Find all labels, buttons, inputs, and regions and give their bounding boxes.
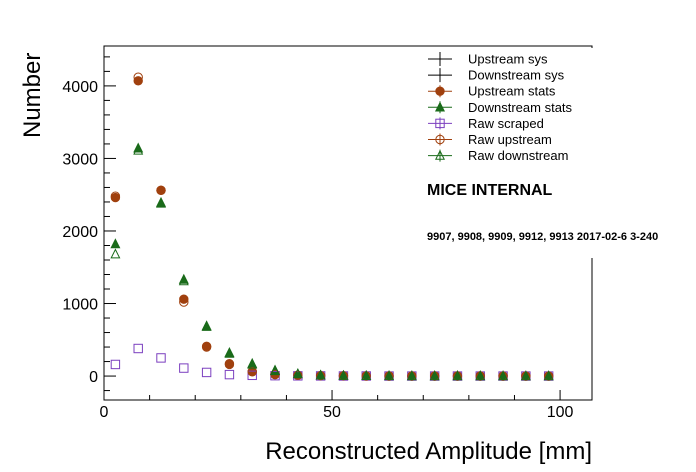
- data-point: [338, 369, 349, 380]
- data-point: [247, 358, 258, 369]
- x-axis-title: Reconstructed Amplitude [mm]: [265, 438, 592, 465]
- data-point: [361, 370, 372, 381]
- data-point: [179, 294, 189, 304]
- data-point: [452, 370, 463, 381]
- data-point: [133, 72, 143, 82]
- data-point: [270, 365, 281, 376]
- x-tick-label: 100: [547, 404, 574, 421]
- x-tick-label: 50: [323, 404, 341, 421]
- data-point: [178, 275, 189, 286]
- data-point: [156, 196, 167, 207]
- data-point: [475, 370, 486, 381]
- y-axis-title: Number: [19, 53, 46, 138]
- data-point: [201, 342, 212, 352]
- legend-label: Raw downstream: [468, 148, 568, 163]
- annotation-title: MICE INTERNAL: [427, 182, 553, 199]
- data-point: [156, 353, 166, 363]
- data-point: [543, 370, 554, 381]
- data-point: [179, 297, 189, 307]
- legend-entry: Upstream stats: [428, 84, 556, 99]
- legend-label: Downstream stats: [468, 100, 573, 115]
- data-point: [110, 191, 121, 201]
- legend-label: Upstream sys: [468, 52, 548, 67]
- data-point: [429, 370, 440, 381]
- data-point: [224, 359, 235, 370]
- data-point: [406, 370, 417, 381]
- legend-entry: Downstream stats: [428, 100, 573, 115]
- legend-box: [418, 48, 618, 258]
- data-point: [133, 76, 143, 86]
- legend-marker: [434, 149, 446, 160]
- data-point: [247, 370, 257, 381]
- legend-label: Downstream sys: [468, 68, 565, 83]
- data-point: [201, 367, 212, 378]
- data-point: [292, 368, 303, 379]
- y-tick-label: 3000: [62, 151, 98, 168]
- data-point: [498, 370, 509, 381]
- data-point: [224, 369, 235, 380]
- data-point: [384, 370, 395, 381]
- data-point: [133, 343, 143, 354]
- y-tick-label: 1000: [62, 297, 98, 314]
- annotation-subtitle: 9907, 9908, 9909, 9912, 9913 2017-02-6 3…: [427, 231, 658, 243]
- y-tick-label: 4000: [62, 79, 98, 96]
- legend-marker: [434, 101, 446, 112]
- data-point: [110, 238, 121, 249]
- data-point: [293, 370, 303, 381]
- data-marks: [110, 72, 554, 381]
- legend-entry: Downstream sys: [428, 68, 565, 83]
- legend-marker: [428, 52, 452, 66]
- x-tick-label: 0: [100, 404, 109, 421]
- y-tick-label: 2000: [62, 224, 98, 241]
- data-point: [110, 359, 121, 370]
- data-point: [179, 363, 189, 373]
- legend-marker: [435, 86, 445, 96]
- data-point: [156, 185, 166, 196]
- legend-marker: [435, 118, 445, 129]
- legend-entry: Raw upstream: [428, 132, 552, 147]
- data-point: [133, 144, 144, 155]
- legend-entry: Raw downstream: [428, 148, 568, 163]
- legend-entry: Upstream sys: [428, 52, 548, 67]
- data-point: [110, 248, 121, 259]
- y-tick-label: 0: [89, 369, 98, 386]
- data-point: [247, 367, 257, 377]
- data-point: [224, 347, 235, 358]
- legend-marker: [435, 134, 445, 145]
- legend-entry: Raw scraped: [428, 116, 544, 131]
- legend-label: Raw scraped: [468, 116, 544, 131]
- data-point: [201, 320, 212, 331]
- legend-marker: [428, 68, 452, 83]
- data-point: [315, 369, 326, 380]
- legend-label: Raw upstream: [468, 132, 552, 147]
- data-point: [520, 370, 531, 381]
- legend-label: Upstream stats: [468, 84, 556, 99]
